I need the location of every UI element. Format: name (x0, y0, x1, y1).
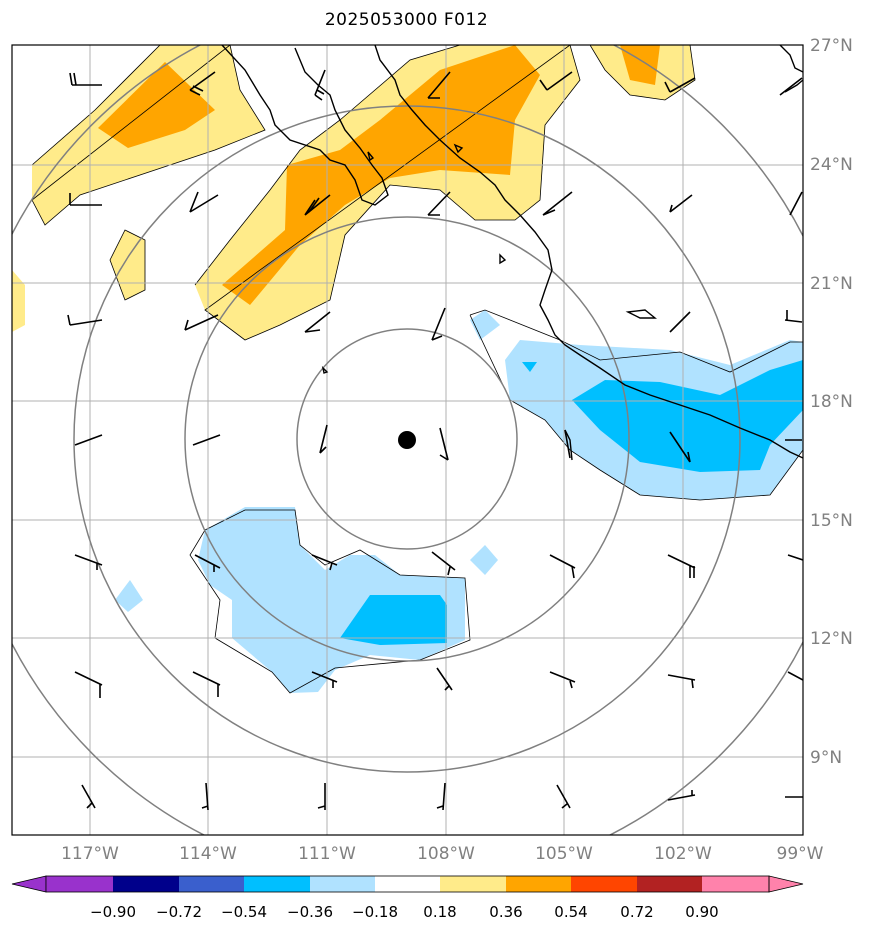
lat-label-9n: 9°N (810, 748, 842, 768)
field-contours (31, 45, 803, 694)
lon-label-99w: 99°W (777, 844, 824, 864)
colorbar-bin (310, 876, 375, 892)
colorbar-bin (637, 876, 702, 892)
colorbar-tick-label: −0.90 (90, 903, 136, 921)
colorbar-max-extend (768, 875, 804, 893)
latitude-labels: 27°N 24°N 21°N 18°N 15°N 12°N 9°N (810, 36, 853, 768)
colorbar-bin (440, 876, 506, 892)
map-panel (12, 45, 803, 835)
wind-barbs (67, 69, 803, 811)
lon-label-114w: 114°W (179, 844, 237, 864)
lon-label-102w: 102°W (654, 844, 712, 864)
colorbar-bin (702, 876, 769, 892)
negative-shading (115, 310, 803, 693)
colorbar-bin (375, 876, 440, 892)
lon-label-111w: 111°W (298, 844, 356, 864)
storm-center-dot (398, 431, 416, 449)
lon-label-108w: 108°W (417, 844, 475, 864)
colorbar-tick-label: 0.72 (620, 903, 653, 921)
lat-label-15n: 15°N (810, 511, 853, 531)
map-frame (11, 44, 804, 836)
colorbar-bin (506, 876, 571, 892)
colorbar-tick-label: 0.54 (554, 903, 587, 921)
lat-lon-grid (12, 45, 803, 835)
colorbar-tick-label: 0.36 (489, 903, 522, 921)
colorbar-min-extend (11, 875, 47, 893)
colorbar-bin (113, 876, 179, 892)
colorbar-bin (571, 876, 637, 892)
longitude-labels: 117°W 114°W 111°W 108°W 105°W 102°W 99°W (61, 844, 824, 864)
colorbar-tick-label: −0.18 (352, 903, 398, 921)
lat-label-24n: 24°N (810, 155, 853, 175)
colorbar-frame (45, 875, 770, 893)
lon-label-105w: 105°W (535, 844, 593, 864)
colorbar-tick-label: 0.90 (685, 903, 718, 921)
colorbar-tick-label: −0.54 (221, 903, 267, 921)
colorbar (11, 875, 804, 893)
colorbar-bin (46, 876, 113, 892)
colorbar-tick-label: −0.72 (156, 903, 202, 921)
colorbar-tick-label: −0.36 (287, 903, 333, 921)
lat-label-27n: 27°N (810, 36, 853, 56)
range-rings (12, 45, 803, 835)
colorbar-tick-label: 0.18 (423, 903, 456, 921)
colorbar-bin (244, 876, 310, 892)
colorbar-tick-labels: −0.90 −0.72 −0.54 −0.36 −0.18 0.18 0.36 … (90, 903, 719, 921)
lat-label-12n: 12°N (810, 629, 853, 649)
coastline (221, 45, 803, 461)
colorbar-bin (179, 876, 244, 892)
map-title: 2025053000 F012 (324, 10, 489, 30)
lat-label-18n: 18°N (810, 392, 853, 412)
lat-label-21n: 21°N (810, 274, 853, 294)
lon-label-117w: 117°W (61, 844, 119, 864)
